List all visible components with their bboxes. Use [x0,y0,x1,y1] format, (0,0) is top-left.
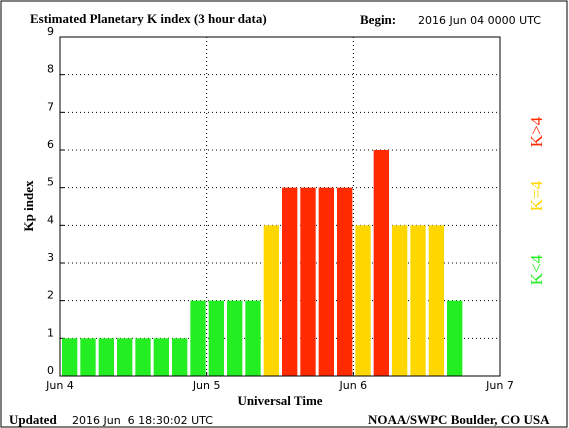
bar [337,187,353,376]
y-tick-label: 3 [47,251,54,264]
updated-value: 2016 Jun 6 18:30:02 UTC [72,414,213,427]
bar [153,338,169,376]
legend-label: K=4 [527,180,546,211]
bar [208,300,224,376]
bar [373,150,389,376]
bar [117,338,133,376]
bar [410,225,426,376]
y-tick-label: 6 [47,138,54,151]
plot-frame [59,36,501,377]
x-tick-label: Jun 4 [45,379,74,392]
y-tick-label: 1 [47,326,54,339]
y-tick-label: 8 [47,63,54,76]
y-axis-label: Kp index [21,180,36,231]
bar [318,187,334,376]
updated-label: Updated [9,412,57,427]
bar [135,338,151,376]
x-tick-label: Jun 5 [192,379,221,392]
bar [245,300,261,376]
begin-value: 2016 Jun 04 0000 UTC [418,14,541,27]
legend-label: K<4 [527,254,546,285]
y-tick-label: 4 [47,213,54,226]
y-tick-label: 0 [47,364,54,377]
bar [282,187,298,376]
legend-label: K>4 [527,116,546,147]
bar [172,338,188,376]
x-tick-label: Jun 6 [338,379,367,392]
y-tick-label: 9 [47,25,54,38]
y-tick-label: 7 [47,100,54,113]
bar [392,225,408,376]
bar [227,300,243,376]
bar [62,338,78,376]
y-tick-label: 2 [47,289,54,302]
bar [98,338,114,376]
begin-label: Begin: [360,12,396,27]
x-axis-label: Universal Time [237,393,322,408]
source: NOAA/SWPC Boulder, CO USA [368,412,550,427]
chart-title: Estimated Planetary K index (3 hour data… [30,11,267,26]
y-tick-label: 5 [47,176,54,189]
x-tick-label: Jun 7 [485,379,514,392]
bar [190,300,206,376]
bar [428,225,444,376]
bar [355,225,371,376]
bar [300,187,316,376]
bar [80,338,96,376]
bar [447,300,463,376]
bar [263,225,279,376]
